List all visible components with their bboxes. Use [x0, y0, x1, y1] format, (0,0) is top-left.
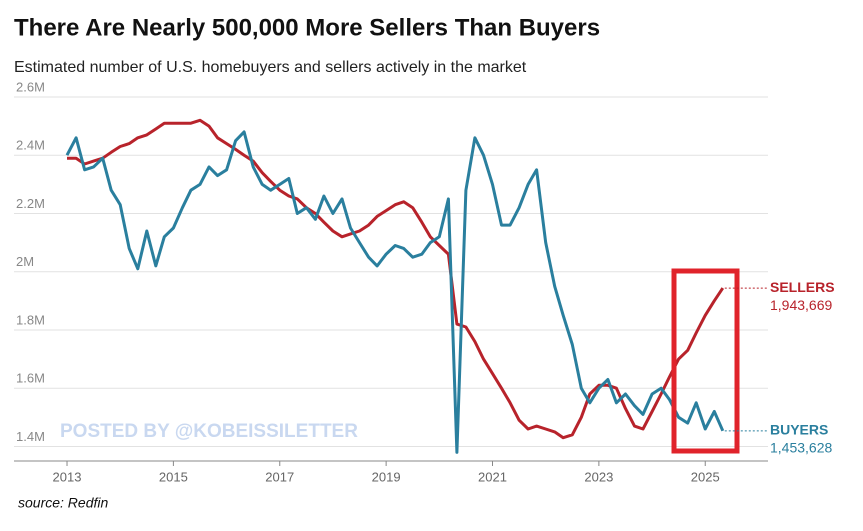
x-tick-label: 2025: [691, 469, 720, 484]
x-tick-label: 2023: [584, 469, 613, 484]
y-tick-label: 1.8M: [16, 312, 45, 327]
y-tick-label: 1.6M: [16, 371, 45, 386]
highlight-box: [671, 268, 740, 454]
chart-subtitle: Estimated number of U.S. homebuyers and …: [14, 59, 527, 76]
x-tick-label: 2017: [265, 469, 294, 484]
legend-label: BUYERS: [770, 422, 828, 438]
x-tick-label: 2015: [159, 469, 188, 484]
series-line: [65, 130, 725, 454]
y-tick-label: 2.6M: [16, 79, 45, 94]
source-note: source: Redfin: [18, 495, 108, 511]
legend-label: SELLERS: [770, 279, 835, 295]
end-value-label: 1,453,628: [770, 440, 832, 456]
y-tick-label: 2M: [16, 254, 34, 269]
end-value-label: 1,943,669: [770, 297, 832, 313]
chart-title: There Are Nearly 500,000 More Sellers Th…: [14, 14, 600, 41]
y-tick-label: 2.4M: [16, 138, 45, 153]
series-line: [67, 118, 725, 440]
y-tick-label: 2.2M: [16, 196, 45, 211]
watermark: POSTED BY @KOBEISSILETTER: [60, 421, 358, 442]
y-tick-label: 1.4M: [16, 429, 45, 444]
x-tick-label: 2013: [53, 469, 82, 484]
x-tick-label: 2019: [372, 469, 401, 484]
x-tick-label: 2021: [478, 469, 507, 484]
